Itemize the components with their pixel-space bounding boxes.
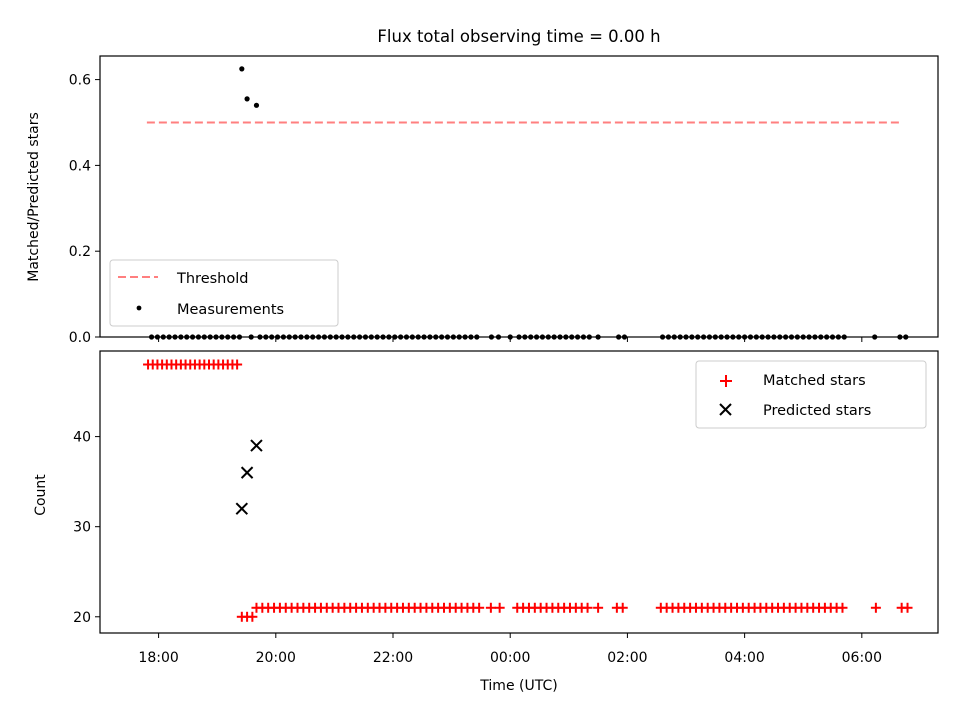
x-tick-label: 02:00: [607, 650, 647, 666]
predicted-star-point: [235, 502, 249, 515]
predicted-stars-legend-swatch: [719, 403, 732, 416]
predicted-stars-legend-label: Predicted stars: [763, 403, 871, 419]
bottom-y-tick-label: 30: [73, 520, 91, 536]
bottom-axes-frame: [99, 350, 939, 634]
top-y-tick-label: 0.4: [69, 158, 91, 174]
matched-star-point: [485, 602, 496, 613]
matched-star-point: [617, 602, 628, 613]
top-y-tick-label: 0.0: [69, 330, 91, 346]
top-y-tick-label: 0.6: [69, 73, 91, 89]
predicted-star-point: [250, 439, 263, 452]
x-tick-label: 18:00: [138, 650, 178, 666]
matched-star-point: [902, 602, 913, 613]
x-tick-label: 22:00: [373, 650, 413, 666]
matched-star-point: [494, 602, 505, 613]
top-y-tick-label: 0.2: [69, 244, 91, 260]
matched-star-point: [582, 602, 593, 613]
matched-star-point: [474, 602, 485, 613]
threshold-legend-label: Threshold: [176, 271, 248, 287]
measurement-point: [244, 96, 250, 102]
x-tick-label: 20:00: [256, 650, 296, 666]
measurements-legend-swatch: [136, 305, 142, 311]
bottom-legend-box: [695, 360, 927, 429]
top-y-axis-label: Matched/Predicted stars: [26, 112, 42, 282]
measurements-legend-label: Measurements: [177, 302, 284, 318]
matched-stars-legend-label: Matched stars: [763, 373, 866, 389]
matched-star-point: [247, 611, 258, 622]
x-tick-label: 04:00: [724, 650, 764, 666]
top-axes-frame: [99, 55, 939, 338]
bottom-y-tick-label: 20: [73, 610, 91, 626]
bottom-y-tick-label: 40: [73, 430, 91, 446]
matched-star-point: [593, 602, 604, 613]
x-tick-label: 00:00: [490, 650, 530, 666]
top-chart-title: Flux total observing time = 0.00 h: [377, 27, 660, 46]
top-legend: Threshold Measurements: [109, 259, 339, 327]
matched-star-point: [232, 359, 243, 370]
measurement-point: [253, 102, 260, 108]
measurement-point: [239, 66, 245, 72]
top-plot-area: 0.0 0.2 0.4 0.6: [69, 55, 939, 346]
bottom-y-axis-label: Count: [33, 474, 49, 516]
bottom-legend: Matched stars Predicted stars: [695, 360, 927, 429]
x-tick-label: 06:00: [842, 650, 882, 666]
predicted-star-point: [240, 466, 254, 479]
top-legend-box: [109, 259, 339, 327]
x-axis-label: Time (UTC): [479, 678, 557, 694]
matched-stars-legend-swatch: [720, 375, 732, 387]
matched-star-point: [837, 602, 848, 613]
bottom-plot-area: 20 30 40 18:00 20:00 22:00 00:00 02:00 04:00 06:0…: [73, 350, 939, 666]
matched-star-point: [870, 602, 881, 613]
